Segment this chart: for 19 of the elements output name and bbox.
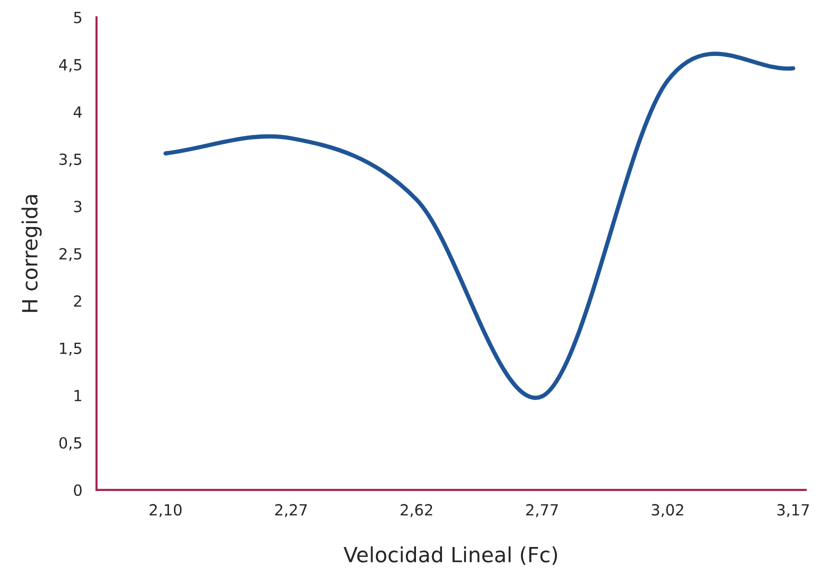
x-tick-label: 2,27	[275, 504, 307, 518]
y-tick-label: 2	[74, 295, 82, 307]
x-tick-label: 2,62	[400, 504, 432, 518]
y-tick-label: 0,5	[59, 437, 82, 450]
x-tick-label: 3,02	[652, 504, 684, 518]
y-tick-label: 4	[74, 106, 82, 118]
x-axis-title: Velocidad Lineal (Fc)	[344, 546, 558, 565]
y-tick-label: 3,5	[60, 154, 82, 167]
y-tick-label: 1,5	[60, 342, 82, 356]
y-tick-label: 1	[74, 390, 82, 402]
x-tick-label: 3,17	[777, 504, 809, 518]
y-tick-label: 2,5	[59, 248, 82, 262]
y-tick-label: 5	[74, 12, 82, 24]
y-tick-label: 3	[74, 200, 82, 212]
y-tick-label: 4,5	[59, 59, 82, 72]
y-tick-label: 0	[74, 484, 82, 496]
x-tick-label: 2,77	[526, 504, 558, 518]
y-axis-title: H corregida	[22, 195, 42, 312]
x-tick-label: 2,10	[150, 504, 182, 518]
